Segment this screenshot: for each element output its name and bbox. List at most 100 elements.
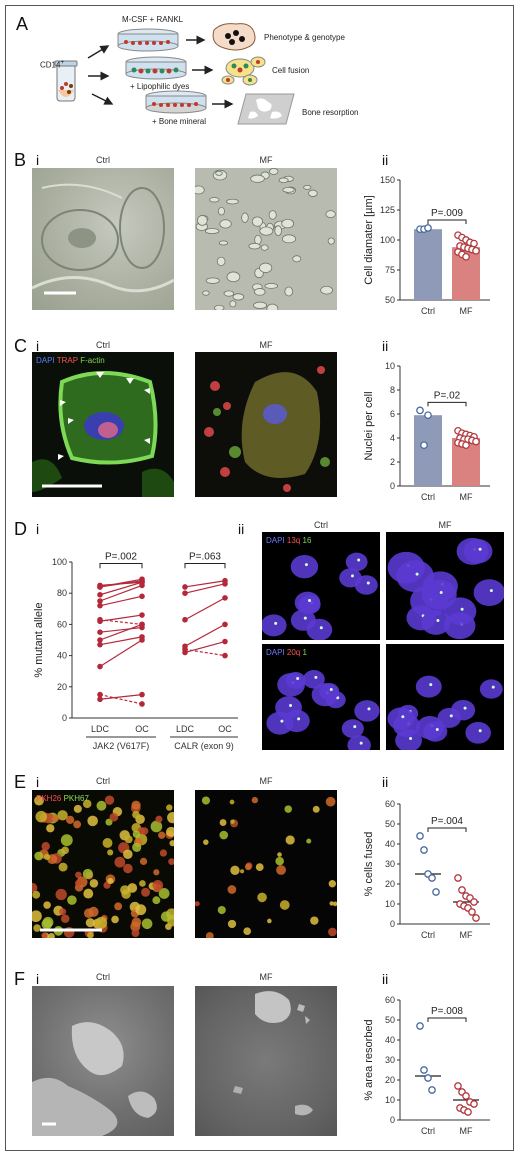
data-point-mf bbox=[454, 1082, 462, 1090]
data-point-ctrl bbox=[420, 441, 428, 450]
cell bbox=[226, 271, 241, 283]
cell bbox=[96, 800, 107, 811]
stain-trap: TRAP bbox=[56, 356, 78, 365]
y-tick-label: 10 bbox=[385, 361, 395, 371]
cell bbox=[107, 877, 114, 885]
cell bbox=[132, 810, 140, 819]
fish-signal bbox=[436, 619, 440, 623]
cell bbox=[269, 168, 279, 175]
y-axis-label: Nuclei per cell bbox=[363, 391, 375, 460]
panel-b-letter: B bbox=[14, 150, 27, 170]
nucleus bbox=[421, 579, 457, 610]
cell bbox=[204, 228, 220, 235]
cell bbox=[215, 170, 223, 176]
x-tick-label: Ctrl bbox=[421, 492, 435, 502]
pair-line-jak2 bbox=[99, 584, 143, 602]
fish-signal bbox=[366, 581, 370, 585]
osteoclast-icon bbox=[212, 23, 256, 51]
y-tick-label: 40 bbox=[385, 1035, 395, 1045]
cell bbox=[251, 216, 263, 227]
cell bbox=[241, 212, 249, 223]
cell bbox=[130, 921, 141, 932]
nucleus bbox=[347, 735, 371, 750]
fish-signal bbox=[429, 683, 433, 687]
y-tick-label: 125 bbox=[380, 205, 395, 215]
data-point-ctrl bbox=[424, 1074, 432, 1082]
x-tick-label: LDC bbox=[176, 724, 195, 734]
chart-cell-diameter: 150 125 100 75 50 Cell diamater [µm] Ctrl MF P=.… bbox=[363, 175, 490, 316]
fish-signal bbox=[319, 626, 323, 630]
y-tick-label: 40 bbox=[385, 839, 395, 849]
cell bbox=[229, 799, 235, 805]
significance-bracket-jak2 bbox=[99, 563, 143, 569]
fusion-cells-icon bbox=[221, 56, 266, 86]
stain-20q: 20q bbox=[286, 648, 301, 657]
panel-c-ctrl-caption: Ctrl bbox=[96, 340, 110, 350]
cell bbox=[159, 849, 168, 857]
data-point-jak2-ldc bbox=[97, 691, 103, 698]
cell bbox=[139, 880, 146, 887]
cell bbox=[82, 799, 92, 809]
fish-signal bbox=[350, 574, 354, 578]
cell bbox=[32, 890, 41, 899]
pair-line-jak2 bbox=[99, 578, 143, 588]
cell bbox=[259, 262, 273, 273]
cell bbox=[325, 796, 336, 807]
cell bbox=[152, 896, 161, 905]
fish-signal bbox=[297, 717, 301, 721]
cell bbox=[61, 846, 69, 855]
panel-a-letter: A bbox=[16, 14, 29, 34]
y-tick-label: 0 bbox=[62, 713, 67, 723]
y-tick-label: 100 bbox=[52, 557, 67, 567]
data-point-calr-oc bbox=[222, 652, 228, 659]
cell bbox=[41, 932, 48, 938]
cell bbox=[285, 835, 295, 845]
panel-e-i: i bbox=[36, 774, 40, 790]
cell bbox=[114, 856, 126, 868]
data-point-ctrl bbox=[416, 406, 424, 415]
data-point-mf bbox=[472, 437, 480, 446]
p-value: P=.004 bbox=[431, 816, 463, 827]
x-tick-label: MF bbox=[460, 1126, 473, 1136]
cell bbox=[121, 889, 131, 899]
stain-factin: F-actin bbox=[80, 356, 105, 365]
y-tick-label: 30 bbox=[385, 859, 395, 869]
p-value-calr: P=.063 bbox=[189, 552, 221, 563]
cell bbox=[202, 290, 210, 296]
cd14-text: CD14 bbox=[40, 60, 61, 70]
cell bbox=[123, 863, 133, 874]
data-point-calr-oc bbox=[222, 595, 228, 601]
dish3-label: + Bone mineral bbox=[152, 117, 207, 126]
cell bbox=[327, 237, 335, 245]
x-tick-label: OC bbox=[135, 724, 149, 734]
cell bbox=[227, 919, 237, 929]
data-point-mf bbox=[470, 1100, 478, 1108]
data-point-ctrl bbox=[420, 1066, 428, 1074]
cell bbox=[167, 811, 174, 824]
stain-13q: 13q bbox=[286, 536, 301, 545]
nucleus bbox=[319, 683, 340, 701]
cell bbox=[275, 856, 284, 866]
cell bbox=[243, 927, 252, 936]
data-point-jak2-ldc bbox=[97, 663, 103, 670]
data-point-jak2-oc bbox=[139, 701, 145, 707]
cell bbox=[254, 288, 266, 296]
x-tick-label: MF bbox=[460, 930, 473, 940]
cell bbox=[111, 915, 119, 924]
pair-line-jak2 bbox=[99, 619, 143, 625]
cell bbox=[218, 240, 229, 246]
pair-line-calr bbox=[184, 597, 226, 621]
dish-3 bbox=[145, 90, 207, 114]
cell bbox=[312, 805, 320, 813]
pair-line-jak2 bbox=[99, 581, 143, 586]
cell bbox=[332, 901, 337, 907]
x-tick-label: LDC bbox=[91, 724, 110, 734]
data-point-jak2-oc bbox=[139, 612, 145, 618]
nucleus bbox=[415, 675, 442, 698]
fish-signal bbox=[307, 599, 311, 603]
data-point-jak2-oc bbox=[139, 593, 145, 600]
bar-ctrl bbox=[414, 415, 442, 486]
data-point-calr-oc bbox=[222, 621, 228, 628]
fish-signal bbox=[303, 616, 307, 620]
y-tick-label: 60 bbox=[57, 619, 67, 629]
